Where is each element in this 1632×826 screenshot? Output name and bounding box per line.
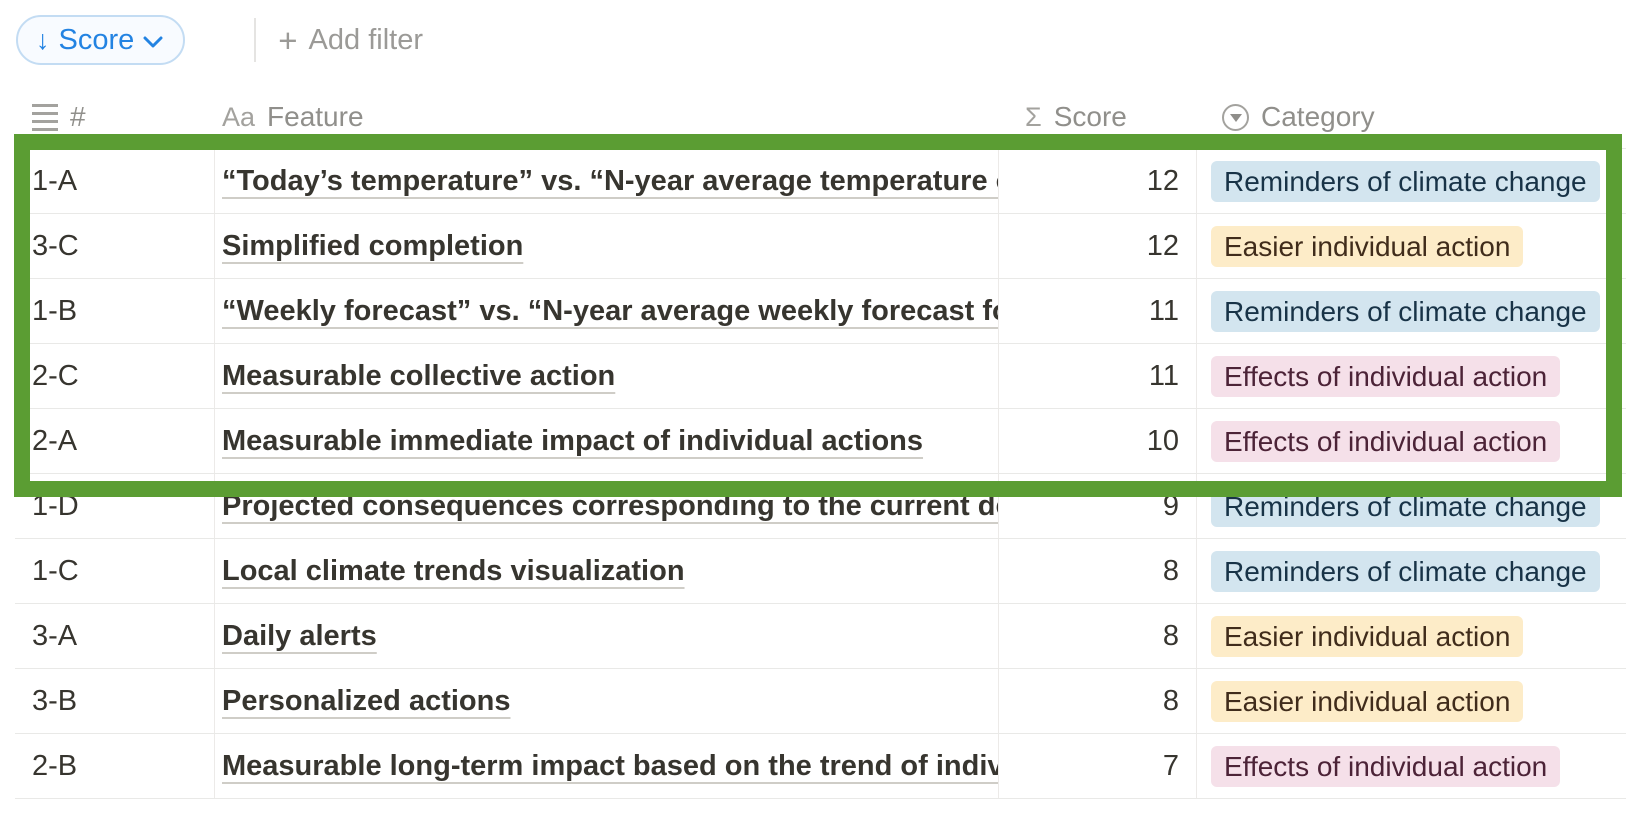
category-cell[interactable]: Reminders of climate change [1197,474,1626,538]
score-cell[interactable]: 8 [999,669,1197,733]
table-row: 2-A Measurable immediate impact of indiv… [15,409,1626,474]
select-icon [1222,103,1249,131]
category-cell[interactable]: Effects of individual action [1197,409,1626,473]
category-tag: Effects of individual action [1211,420,1561,462]
category-tag: Effects of individual action [1211,745,1561,787]
feature-cell[interactable]: Projected consequences corresponding to … [215,474,999,538]
score-cell[interactable]: 11 [999,344,1197,408]
view-toolbar: ↓ Score + Add filter [16,15,423,65]
score-cell[interactable]: 7 [999,734,1197,798]
category-cell[interactable]: Reminders of climate change [1197,279,1626,343]
row-id-cell[interactable]: 1-B [15,279,215,343]
category-cell[interactable]: Reminders of climate change [1197,149,1626,213]
row-id-cell[interactable]: 1-D [15,474,215,538]
score-cell[interactable]: 12 [999,214,1197,278]
list-icon [32,103,58,131]
category-cell[interactable]: Effects of individual action [1197,344,1626,408]
database-table: # Aa Feature Σ Score Category 1-A “Today… [15,86,1626,799]
table-row: 2-C Measurable collective action 11 Effe… [15,344,1626,409]
table-row: 2-B Measurable long-term impact based on… [15,734,1626,799]
column-label: Feature [267,101,364,132]
category-tag: Reminders of climate change [1211,485,1600,527]
feature-cell[interactable]: Measurable long-term impact based on the… [215,734,999,798]
row-id-cell[interactable]: 3-C [15,214,215,278]
score-cell[interactable]: 9 [999,474,1197,538]
category-cell[interactable]: Easier individual action [1197,214,1626,278]
sort-button[interactable]: ↓ Score [16,15,186,65]
feature-cell[interactable]: Daily alerts [215,604,999,668]
table-row: 3-A Daily alerts 8 Easier individual act… [15,604,1626,669]
plus-icon: + [278,21,298,59]
feature-cell[interactable]: Personalized actions [215,669,999,733]
table-row: 1-C Local climate trends visualization 8… [15,539,1626,604]
chevron-down-icon [143,36,163,47]
row-id-cell[interactable]: 3-B [15,669,215,733]
table-body: 1-A “Today’s temperature” vs. “N-year av… [15,148,1626,799]
table-row: 1-A “Today’s temperature” vs. “N-year av… [15,149,1626,214]
feature-title-link: Daily alerts [222,619,377,652]
column-header-score[interactable]: Σ Score [999,86,1197,148]
feature-title-link: “Today’s temperature” vs. “N-year averag… [222,164,999,197]
add-filter-label: Add filter [308,23,423,56]
table-header-row: # Aa Feature Σ Score Category [15,86,1626,148]
category-tag: Reminders of climate change [1211,290,1600,332]
score-cell[interactable]: 11 [999,279,1197,343]
feature-title-link: Measurable collective action [222,359,616,392]
row-id-cell[interactable]: 2-C [15,344,215,408]
row-id-cell[interactable]: 1-A [15,149,215,213]
title-icon: Aa [222,101,256,132]
column-header-feature[interactable]: Aa Feature [215,86,999,148]
score-cell[interactable]: 10 [999,409,1197,473]
category-tag: Easier individual action [1211,225,1524,267]
formula-icon: Σ [1025,101,1042,132]
feature-cell[interactable]: Simplified completion [215,214,999,278]
category-cell[interactable]: Effects of individual action [1197,734,1626,798]
feature-cell[interactable]: “Weekly forecast” vs. “N-year average we… [215,279,999,343]
column-header-number[interactable]: # [15,86,215,148]
table-row: 3-B Personalized actions 8 Easier indivi… [15,669,1626,734]
feature-title-link: Simplified completion [222,229,524,262]
score-cell[interactable]: 8 [999,539,1197,603]
sort-descending-icon: ↓ [36,24,50,55]
feature-title-link: Projected consequences corresponding to … [222,489,999,522]
feature-cell[interactable]: Measurable collective action [215,344,999,408]
category-cell[interactable]: Reminders of climate change [1197,539,1626,603]
sort-button-label: Score [58,23,135,56]
feature-title-link: Measurable long-term impact based on the… [222,749,999,782]
column-header-category[interactable]: Category [1197,86,1626,148]
feature-cell[interactable]: “Today’s temperature” vs. “N-year averag… [215,149,999,213]
category-tag: Reminders of climate change [1211,160,1600,202]
score-cell[interactable]: 8 [999,604,1197,668]
table-row: 1-B “Weekly forecast” vs. “N-year averag… [15,279,1626,344]
feature-title-link: Local climate trends visualization [222,554,685,587]
feature-title-link: Personalized actions [222,684,511,717]
category-cell[interactable]: Easier individual action [1197,604,1626,668]
column-label: Score [1053,101,1127,132]
table-row: 1-D Projected consequences corresponding… [15,474,1626,539]
toolbar-divider [254,18,257,62]
category-tag: Easier individual action [1211,615,1524,657]
row-id-cell[interactable]: 1-C [15,539,215,603]
row-id-cell[interactable]: 2-A [15,409,215,473]
feature-cell[interactable]: Measurable immediate impact of individua… [215,409,999,473]
score-cell[interactable]: 12 [999,149,1197,213]
row-id-cell[interactable]: 3-A [15,604,215,668]
feature-title-link: “Weekly forecast” vs. “N-year average we… [222,294,999,327]
row-id-cell[interactable]: 2-B [15,734,215,798]
category-cell[interactable]: Easier individual action [1197,669,1626,733]
category-tag: Reminders of climate change [1211,550,1600,592]
column-label: # [70,101,86,132]
category-tag: Effects of individual action [1211,355,1561,397]
feature-title-link: Measurable immediate impact of individua… [222,424,924,457]
feature-cell[interactable]: Local climate trends visualization [215,539,999,603]
column-label: Category [1261,101,1375,132]
add-filter-button[interactable]: + Add filter [278,24,423,57]
table-row: 3-C Simplified completion 12 Easier indi… [15,214,1626,279]
category-tag: Easier individual action [1211,680,1524,722]
